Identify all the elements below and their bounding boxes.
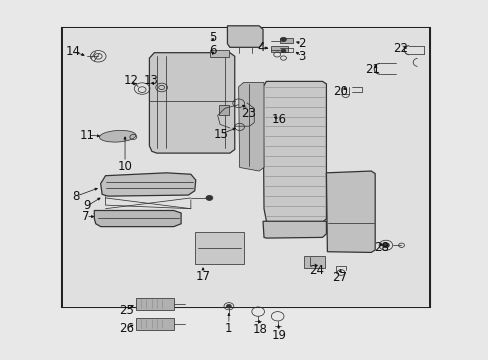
Text: 27: 27 [331,271,346,284]
Polygon shape [279,38,293,43]
Text: 16: 16 [271,113,286,126]
Text: 3: 3 [298,50,305,63]
Polygon shape [94,211,181,226]
Text: 13: 13 [143,74,158,87]
Ellipse shape [99,130,136,142]
Text: 19: 19 [271,329,286,342]
Text: 14: 14 [65,45,80,58]
Bar [62,28,428,307]
Polygon shape [326,171,374,252]
Text: 2: 2 [298,37,305,50]
Text: 20: 20 [333,85,348,98]
Text: 25: 25 [119,305,134,318]
Polygon shape [227,26,263,47]
Text: 21: 21 [364,63,379,76]
Polygon shape [210,50,228,57]
Text: 6: 6 [209,44,216,57]
Polygon shape [271,46,288,51]
Text: 17: 17 [195,270,210,283]
Polygon shape [263,81,326,222]
Text: 7: 7 [82,210,90,223]
Polygon shape [194,232,244,264]
Text: 10: 10 [117,160,132,173]
Polygon shape [136,298,173,310]
Text: 22: 22 [392,41,407,54]
Polygon shape [219,105,228,116]
Text: 26: 26 [119,322,134,335]
Polygon shape [304,256,325,268]
FancyBboxPatch shape [61,28,429,307]
Text: 1: 1 [224,322,232,335]
Circle shape [382,243,388,248]
Polygon shape [136,318,173,330]
Text: 4: 4 [257,41,265,54]
Text: 8: 8 [72,190,80,203]
Text: 9: 9 [83,199,91,212]
Text: 11: 11 [80,129,95,142]
Polygon shape [101,173,195,196]
Circle shape [205,195,212,201]
Polygon shape [149,53,234,153]
Circle shape [280,37,286,41]
Text: 5: 5 [209,31,216,44]
Circle shape [226,305,231,308]
Circle shape [281,49,285,53]
Polygon shape [238,82,264,171]
Text: 12: 12 [123,74,139,87]
Polygon shape [263,221,326,238]
Text: 28: 28 [374,241,388,254]
Text: 23: 23 [241,107,255,120]
Text: 24: 24 [308,264,324,277]
Text: 15: 15 [213,127,228,141]
Text: 18: 18 [252,323,267,336]
